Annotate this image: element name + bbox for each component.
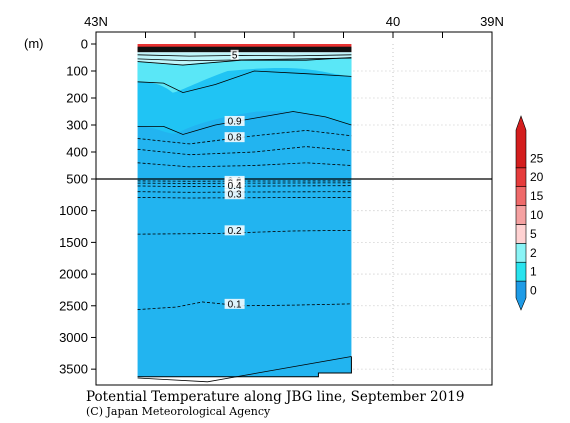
colorbar-swatch-1	[515, 261, 527, 282]
grid-lines	[353, 44, 492, 385]
y-tick-label-4: 400	[66, 145, 88, 160]
contour-label-bg-2	[224, 132, 245, 143]
section-fills	[137, 44, 352, 377]
y-tick-label-0: 0	[81, 37, 88, 52]
contour-label-bg-8	[224, 298, 245, 309]
y-tick-label-7: 1500	[59, 235, 88, 250]
colorbar-swatch-2	[515, 243, 527, 263]
colorbar-swatch-7	[515, 115, 527, 169]
seafloor-outline-lower	[137, 356, 352, 383]
colorbar-label-6: 20	[530, 170, 544, 184]
contour-label-2: 0.8	[228, 133, 242, 144]
contour-label-1: 0.9	[228, 116, 242, 127]
contour-line-7	[137, 162, 352, 168]
colorbar-label-7: 25	[530, 151, 544, 165]
y-tick-label-1: 100	[66, 64, 88, 79]
contour-label-bg-7	[224, 225, 245, 236]
contour-line-11	[137, 191, 352, 193]
dense-isotherm-band	[137, 46, 352, 53]
colorbar-label-4: 10	[530, 208, 544, 222]
contour-line-12	[137, 196, 352, 199]
colorbar-swatch-6	[515, 167, 527, 187]
contour-label-bg-5	[224, 180, 245, 191]
y-axis: 0 100 200 300 400 500 1000 1500 2000 2500 3000 3500	[59, 37, 96, 377]
contour-line-5	[137, 129, 352, 145]
colorbar-label-0: 0	[530, 284, 537, 298]
seafloor-outline	[137, 356, 352, 378]
colorbar-label-2: 2	[530, 246, 537, 260]
contour-line-0	[137, 54, 352, 57]
contour-labels: 50.90.80.60.50.40.30.20.1	[224, 49, 245, 310]
contour-line-9	[137, 182, 352, 184]
contour-line-1	[137, 57, 352, 62]
contour-line-14	[137, 301, 352, 310]
y-tick-label-10: 3000	[59, 330, 88, 345]
x-tick-label-0: 43N	[84, 14, 108, 29]
x-tick-label-1: 40	[386, 14, 400, 29]
chart-title: Potential Temperature along JBG line, Se…	[86, 389, 464, 405]
contour-lines	[137, 54, 352, 383]
x-tick-label-2: 39N	[480, 14, 504, 29]
y-tick-label-8: 2000	[59, 267, 88, 282]
x-axis: 43N 40 39N	[84, 14, 504, 38]
contour-line-10	[137, 185, 352, 188]
colorbar-label-5: 15	[530, 189, 544, 203]
contour-line-13	[137, 229, 352, 235]
contour-label-6: 0.3	[228, 190, 242, 201]
contour-line-6	[137, 146, 352, 156]
contour-label-bg-6	[224, 189, 245, 200]
y-axis-unit-label: (m)	[24, 36, 44, 51]
contour-label-bg-1	[224, 115, 245, 126]
colorbar-label-3: 5	[530, 227, 537, 241]
y-tick-label-11: 3500	[59, 362, 88, 377]
colorbar-swatch-0	[515, 280, 527, 311]
contour-line-3	[137, 70, 352, 94]
deep-water-fill	[137, 46, 352, 377]
contour-label-8: 0.1	[228, 299, 242, 310]
y-tick-label-2: 200	[66, 91, 88, 106]
contour-label-5: 0.4	[228, 181, 242, 192]
colorbar-label-1: 1	[530, 265, 537, 279]
colorbar-swatch-5	[515, 186, 527, 206]
contour-label-7: 0.2	[228, 226, 242, 237]
colorbar-swatch-3	[515, 224, 527, 244]
contour-line-2	[137, 57, 352, 66]
credit-line: (C) Japan Meteorological Agency	[86, 405, 271, 418]
y-tick-label-5: 500	[66, 172, 88, 187]
colorbar-swatch-4	[515, 205, 527, 225]
y-tick-label-6: 1000	[59, 203, 88, 218]
y-tick-label-9: 2500	[59, 298, 88, 313]
contour-label-0: 5	[232, 50, 238, 61]
contour-label-bg-0	[230, 49, 239, 60]
y-tick-label-3: 300	[66, 118, 88, 133]
